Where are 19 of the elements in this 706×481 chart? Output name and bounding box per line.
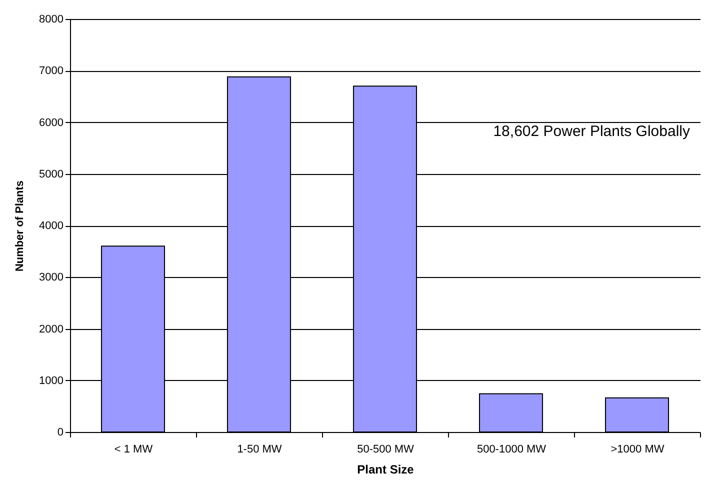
x-tick-label: >1000 MW [610, 444, 665, 456]
y-tick-label: 8000 [39, 14, 64, 26]
x-tick-label: < 1 MW [114, 444, 154, 456]
y-tick-label: 7000 [39, 65, 64, 78]
x-tick-label: 1-50 MW [237, 444, 282, 456]
x-axis-title: Plant Size [357, 462, 414, 476]
y-axis-title: Number of Plants [14, 180, 26, 272]
bar [479, 393, 543, 432]
y-tick-label: 1000 [39, 374, 64, 387]
x-tick-label: 500-1000 MW [476, 444, 547, 456]
y-tick-label: 6000 [39, 116, 64, 129]
x-tick-label: 50-500 MW [357, 444, 415, 456]
bar [605, 397, 669, 432]
y-tick-label: 3000 [39, 272, 64, 284]
y-tick-label: 2000 [39, 323, 64, 336]
annotation: 18,602 Power Plants Globally [493, 123, 690, 140]
y-tick-label: 4000 [39, 220, 64, 232]
y-tick-label: 0 [57, 426, 64, 438]
y-tick-label: 5000 [39, 168, 64, 180]
